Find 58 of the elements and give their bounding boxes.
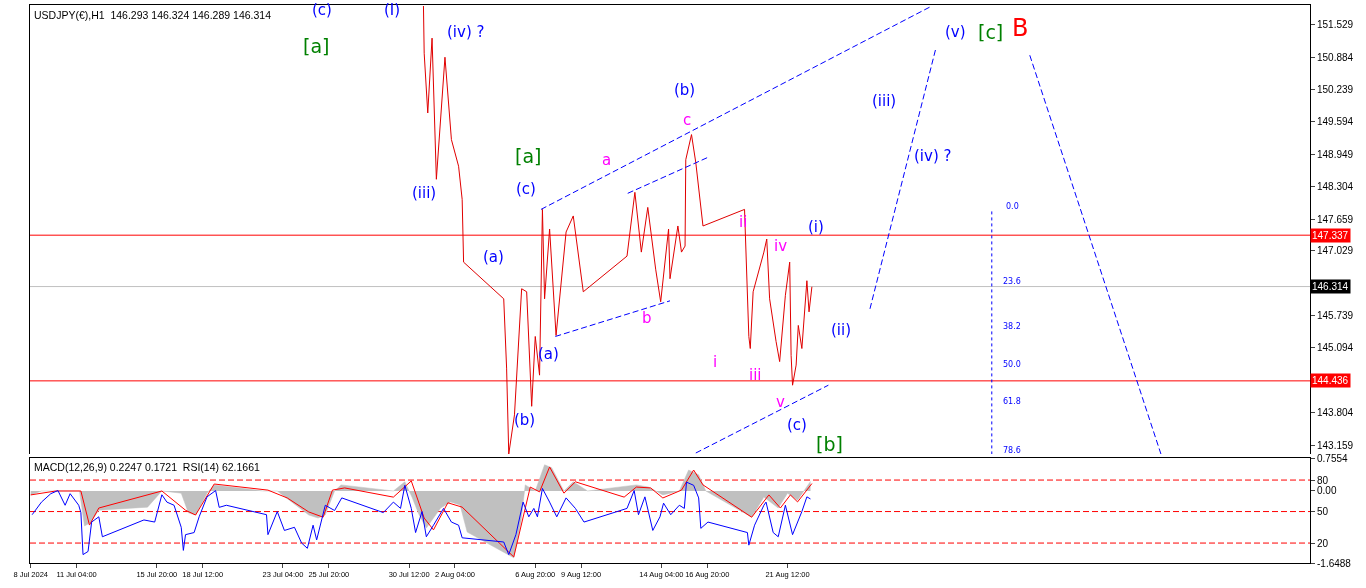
- annotation: iii: [749, 366, 762, 384]
- annotation: a: [602, 151, 612, 169]
- line-series: [31, 481, 811, 556]
- y-tick-label: 148.304: [1317, 181, 1354, 193]
- y-tick-label: 150.884: [1317, 51, 1354, 63]
- annotation: ii: [739, 213, 748, 231]
- y-tick-label: 143.804: [1317, 407, 1354, 419]
- y-tick-label: 150.239: [1317, 83, 1354, 95]
- annotation: (iii): [412, 184, 437, 202]
- y-tick-label: 145.739: [1317, 309, 1354, 321]
- y-tick-label: 0.00: [1317, 485, 1337, 497]
- chart-title: USDJPY(€),H1 146.293 146.324 146.289 146.314: [34, 8, 272, 21]
- annotation: b: [642, 309, 652, 327]
- y-tick-label: 0.7554: [1317, 452, 1349, 464]
- annotation: v: [776, 393, 785, 411]
- ref-line-label: 144.436: [1312, 375, 1349, 386]
- y2-tick-label: 20: [1317, 537, 1329, 549]
- annotation: (I): [384, 1, 401, 19]
- annotation: 78.6: [1003, 446, 1021, 455]
- annotation: B: [1012, 14, 1029, 42]
- annotation: [c]: [978, 21, 1004, 43]
- y-tick-label: 148.949: [1317, 148, 1354, 160]
- y-tick-label: -1.6488: [1317, 557, 1352, 569]
- annotation: (v): [945, 23, 966, 41]
- y-tick-label: 151.529: [1317, 19, 1354, 31]
- annotation: (c): [516, 180, 536, 198]
- ref-line-label: 146.314: [1312, 281, 1349, 292]
- annotation: 0.0: [1006, 202, 1019, 211]
- annotation: (c): [312, 1, 332, 19]
- annotation: 50.0: [1003, 360, 1021, 369]
- annotation: (b): [674, 81, 696, 99]
- y-tick-label: 147.029: [1317, 245, 1354, 257]
- annotation: (a): [483, 248, 504, 266]
- y-tick-label: 145.094: [1317, 342, 1354, 354]
- annotation: 23.6: [1003, 277, 1021, 286]
- annotation: (c): [787, 416, 807, 434]
- y2-tick-label: 50: [1317, 506, 1329, 518]
- y-tick-label: 143.159: [1317, 439, 1354, 451]
- y2-tick-label: 80: [1317, 474, 1329, 486]
- chart-title: MACD(12,26,9) 0.2247 0.1721 RSI(14) 62.1661: [34, 460, 261, 473]
- annotation: (b): [514, 411, 536, 429]
- annotation: 61.8: [1003, 397, 1021, 406]
- annotation: (iv) ?: [447, 23, 485, 41]
- ref-line-label: 147.337: [1312, 230, 1349, 241]
- y-tick-label: 147.659: [1317, 213, 1354, 225]
- annotation: (ii): [831, 321, 852, 339]
- annotation: i: [713, 353, 718, 371]
- annotation: (a): [538, 345, 559, 363]
- y-tick-label: 149.594: [1317, 116, 1354, 128]
- annotation: 38.2: [1003, 322, 1021, 331]
- annotation: [a]: [303, 35, 330, 57]
- annotation: [b]: [816, 433, 843, 455]
- annotation: iv: [774, 237, 788, 255]
- annotation: (iii): [872, 92, 897, 110]
- annotation: (iv) ?: [914, 147, 952, 165]
- annotation: [a]: [515, 145, 542, 167]
- annotation: (i): [808, 218, 824, 236]
- annotation: c: [683, 111, 692, 129]
